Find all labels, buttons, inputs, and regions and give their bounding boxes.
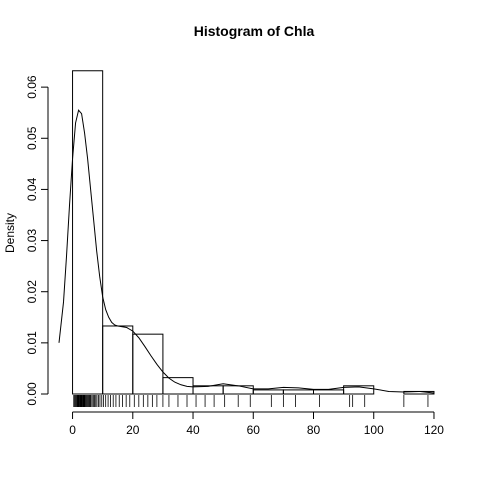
x-tick-label-3: 60 (247, 423, 261, 437)
histogram-bar-1 (102, 325, 134, 395)
x-tick-label-6: 120 (424, 423, 444, 437)
y-axis: 0.00 0.01 0.02 0.03 0.04 0.05 0.06 (25, 75, 49, 406)
x-tick-label-4: 80 (307, 423, 321, 437)
density-curve (58, 109, 435, 394)
x-tick-label-2: 40 (186, 423, 200, 437)
y-tick-label-5: 0.05 (25, 126, 39, 150)
histogram-bar-7 (282, 389, 315, 395)
y-tick-label-4: 0.04 (25, 177, 39, 201)
rug-marks (73, 395, 429, 407)
histogram-bars (72, 70, 435, 395)
histogram-bar-3 (162, 377, 194, 395)
chart-title: Histogram of Chla (194, 23, 315, 39)
histogram-bar-2 (132, 333, 164, 395)
histogram-bar-8 (313, 389, 345, 395)
x-tick-label-0: 0 (69, 423, 76, 437)
x-tick-label-1: 20 (126, 423, 140, 437)
y-tick-label-3: 0.03 (25, 229, 39, 253)
histogram-bar-9 (343, 385, 375, 395)
x-tick-label-5: 100 (364, 423, 384, 437)
y-tick-label-1: 0.01 (25, 331, 39, 355)
histogram-bar-5 (222, 385, 254, 395)
y-tick-label-0: 0.00 (25, 382, 39, 406)
y-axis-label: Density (3, 213, 17, 253)
density-curve-group (58, 109, 435, 394)
histogram-bar-0 (72, 70, 104, 395)
x-axis: 0 20 40 60 80 100 120 (69, 411, 444, 437)
y-tick-label-6: 0.06 (25, 75, 39, 99)
y-tick-label-2: 0.02 (25, 280, 39, 304)
histogram-bar-6 (252, 389, 284, 395)
